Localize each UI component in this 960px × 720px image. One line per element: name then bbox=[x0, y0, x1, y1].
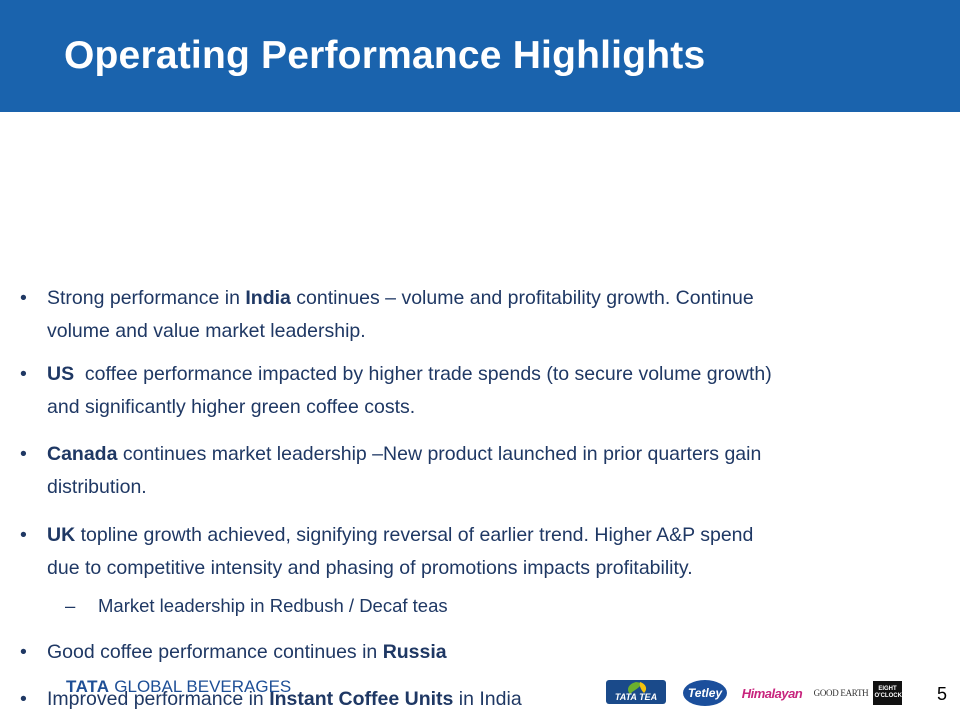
bullet-line: volume and value market leadership. bbox=[47, 320, 366, 342]
tata-tea-logo: TATA TEA bbox=[606, 680, 666, 704]
bullet-line: and significantly higher green coffee co… bbox=[47, 396, 416, 418]
slide-title: Operating Performance Highlights bbox=[64, 34, 706, 77]
eight-oclock-logo: EIGHT O'CLOCK bbox=[873, 681, 902, 705]
bullet-russia: • Good coffee performance continues in R… bbox=[20, 636, 942, 669]
bullet-line: US coffee performance impacted by higher… bbox=[47, 363, 772, 385]
tetley-logo: Tetley bbox=[683, 680, 727, 706]
bullet-uk: • UK topline growth achieved, signifying… bbox=[20, 519, 942, 585]
bullet-line: Canada continues market leadership –New … bbox=[47, 443, 762, 465]
bullet-line: Improved performance in Instant Coffee U… bbox=[47, 688, 522, 710]
bullet-line: distribution. bbox=[47, 476, 147, 498]
bullet-instant-coffee: • Improved performance in Instant Coffee… bbox=[20, 683, 942, 716]
title-bar: Operating Performance Highlights bbox=[0, 0, 960, 112]
leaf-icon bbox=[628, 682, 647, 694]
sub-bullet-uk: – Market leadership in Redbush / Decaf t… bbox=[65, 595, 448, 616]
bullet-us: • US coffee performance impacted by high… bbox=[20, 358, 942, 424]
bullet-canada: • Canada continues market leadership –Ne… bbox=[20, 438, 942, 504]
bullet-india: • Strong performance in India continues … bbox=[20, 282, 942, 348]
company-logo: TATA GLOBAL BEVERAGES bbox=[66, 677, 292, 696]
page-number: 5 bbox=[937, 684, 948, 704]
bullet-line: Good coffee performance continues in Rus… bbox=[47, 641, 447, 663]
himalayan-logo: Himalayan bbox=[741, 685, 803, 701]
bullet-line: Strong performance in India continues – … bbox=[47, 287, 754, 309]
bullet-line: due to competitive intensity and phasing… bbox=[47, 557, 693, 579]
good-earth-logo: GOOD EARTH bbox=[813, 688, 869, 698]
bullet-line: UK topline growth achieved, signifying r… bbox=[47, 524, 754, 546]
